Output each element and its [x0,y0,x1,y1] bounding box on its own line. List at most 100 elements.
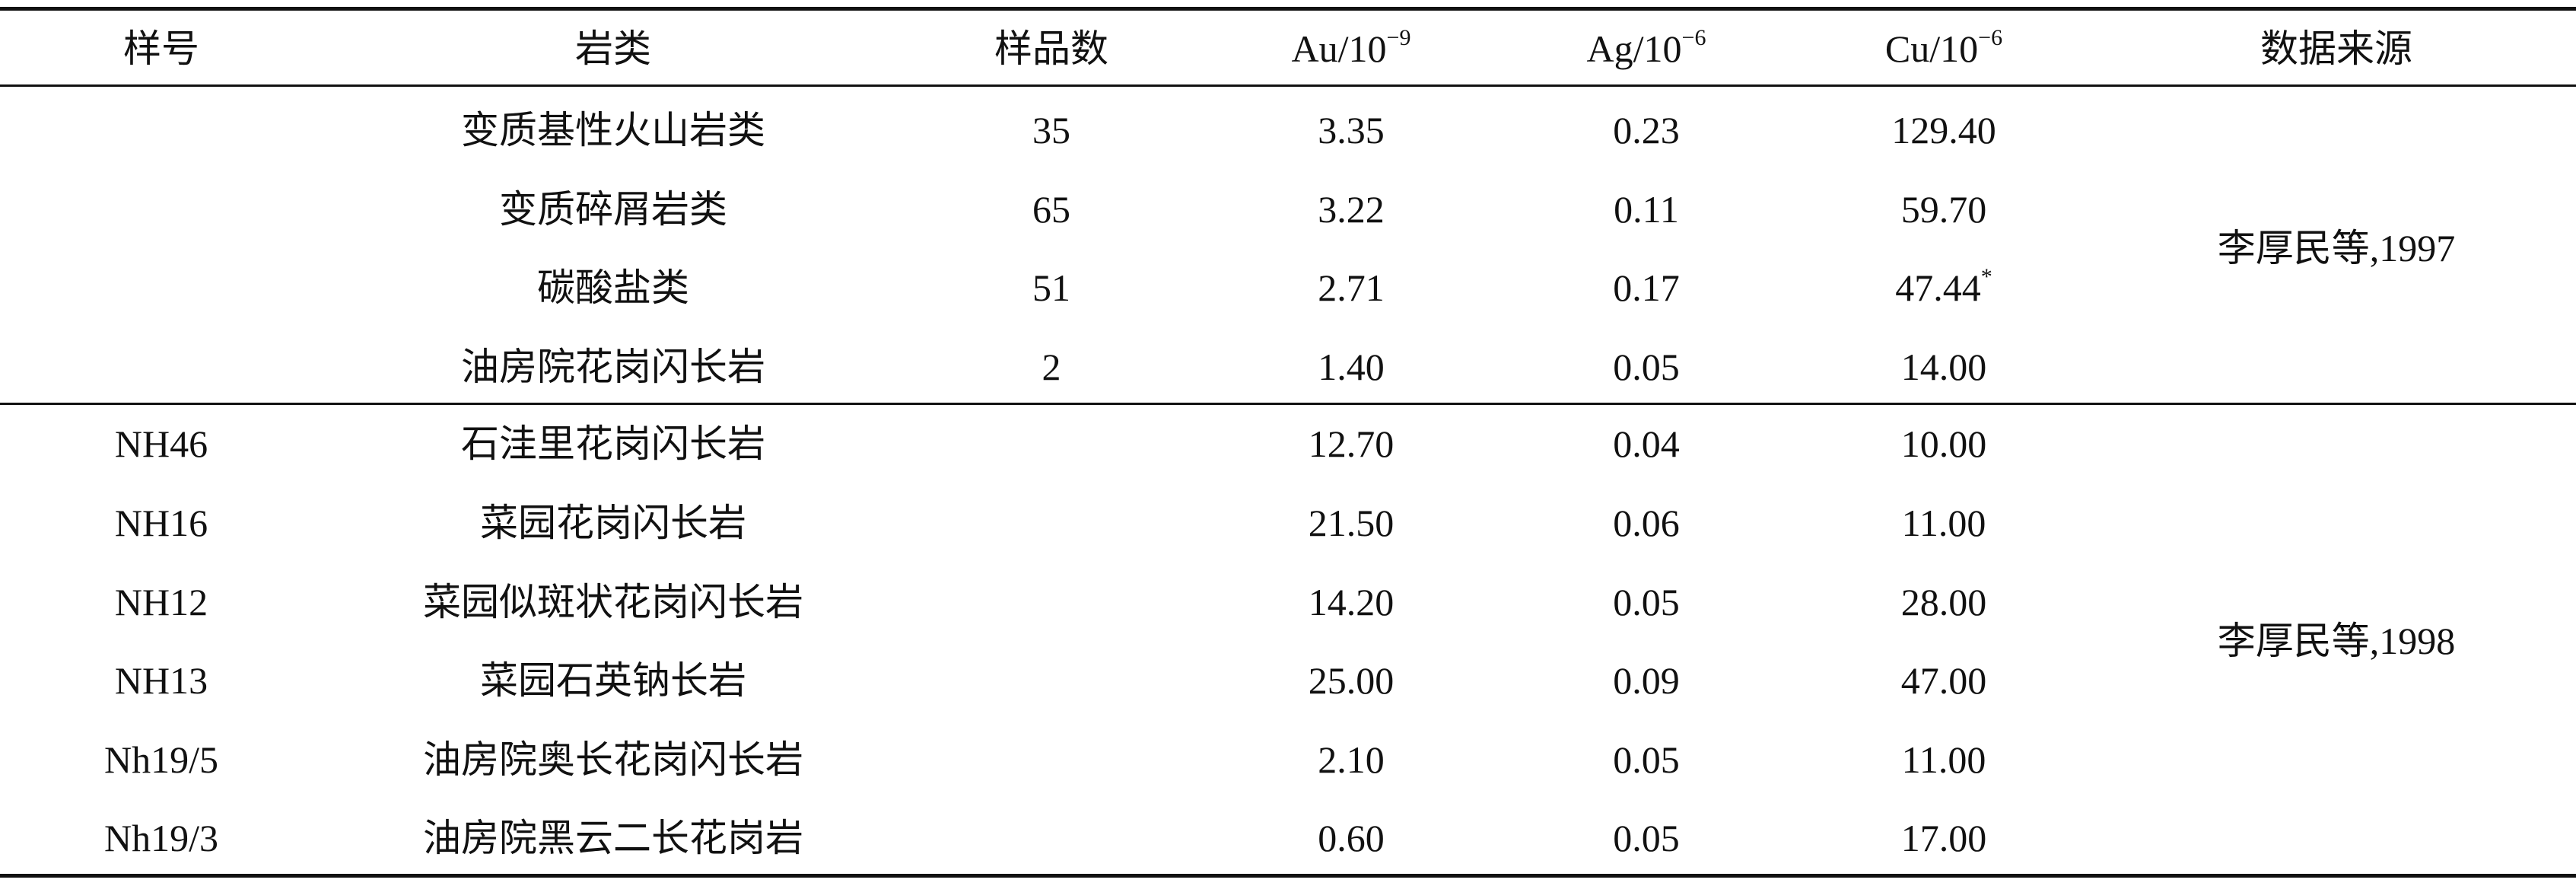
header-cell-sup: −6 [1681,25,1706,50]
cell-rock: 油房院花岗闪长岩 [461,348,765,386]
cell-cu-text: 129.40 [1891,109,1996,151]
cell-id-text: NH16 [114,502,208,544]
cell-rock-text: 变质基性火山岩类 [461,109,765,151]
cell-count: 35 [1032,111,1070,149]
cell-ag-text: 0.09 [1613,659,1680,703]
cell-cu-text: 17.00 [1900,817,1987,860]
cell-cu-text: 28.00 [1900,580,1987,623]
cell-rock-text: 菜园石英钠长岩 [480,659,746,703]
header-cell-text: 数据来源 [2260,27,2412,70]
cell-cu: 59.70 [1901,190,1987,228]
cell-ag-text: 0.11 [1614,187,1679,231]
cell-ag-text: 0.05 [1613,345,1680,388]
header-cell: Au/10−9 [1291,27,1411,70]
cell-au: 3.22 [1318,190,1385,228]
cell-cu: 47.00 [1901,661,1987,700]
cell-id: Nh19/5 [104,741,218,779]
cell-cu-text: 14.00 [1900,345,1987,388]
cell-rock-text: 油房院黑云二长花岗岩 [423,817,803,860]
cell-id: NH13 [115,661,208,700]
header-cell: Cu/10−6 [1884,27,2002,70]
cell-id-text: NH46 [114,422,208,466]
cell-au: 1.40 [1318,348,1385,386]
cell-cu-text: 47.44 [1895,266,1981,310]
cell-rock-text: 变质碎屑岩类 [499,187,727,231]
source-cell: 李厚民等,1997 [2218,229,2456,267]
cell-cu: 28.00 [1901,583,1987,621]
cell-au: 2.71 [1318,269,1385,307]
cell-id-text: Nh19/3 [104,817,218,860]
cell-au: 21.50 [1309,504,1395,542]
cell-rock: 石洼里花岗闪长岩 [461,425,765,463]
cell-cu-text: 47.00 [1900,659,1987,703]
cell-rock: 变质基性火山岩类 [461,111,765,149]
cell-ag-text: 0.05 [1613,738,1680,781]
header-cell-text: 样品数 [994,27,1108,70]
cell-rock-text: 石洼里花岗闪长岩 [461,422,765,466]
cell-ag-text: 0.23 [1613,109,1680,151]
header-cell-sup: −9 [1386,25,1411,50]
header-cell: 样品数 [994,30,1108,68]
cell-cu: 47.44* [1895,266,1992,310]
cell-cu-text: 59.70 [1900,187,1987,231]
source-cell-text: 李厚民等,1997 [2217,227,2456,270]
cell-count: 65 [1032,190,1070,228]
header-cell: 岩类 [575,30,651,68]
cell-ag: 0.23 [1613,111,1680,149]
cell-au: 12.70 [1309,425,1395,463]
cell-count-text: 65 [1032,187,1070,231]
cell-ag-text: 0.06 [1613,502,1680,544]
cell-rock: 油房院奥长花岗闪长岩 [423,741,803,779]
cell-id: Nh19/3 [104,819,218,857]
cell-au-text: 2.10 [1318,738,1385,781]
cell-id-text: NH12 [114,580,208,623]
cell-rock: 菜园花岗闪长岩 [480,504,746,542]
header-cell: Ag/10−6 [1586,27,1706,70]
cell-id-text: Nh19/5 [104,738,218,781]
cell-id-text: NH13 [114,659,208,703]
source-cell-text: 李厚民等,1998 [2217,620,2456,663]
cell-cu: 11.00 [1902,504,1986,542]
cell-rock-text: 油房院花岗闪长岩 [461,345,765,388]
cell-ag-text: 0.17 [1613,266,1680,310]
header-cell-sup: −6 [1978,25,2003,50]
header-cell-text: Cu/10 [1884,27,1979,70]
header-cell-text: Ag/10 [1586,27,1682,70]
header-cell-text: Au/10 [1291,27,1387,70]
cell-ag: 0.09 [1613,661,1680,700]
cell-count-text: 51 [1032,266,1070,310]
cell-id: NH12 [115,583,208,621]
cell-rock: 菜园似斑状花岗闪长岩 [423,583,803,621]
cell-ag: 0.05 [1613,819,1680,857]
cell-au-text: 21.50 [1308,502,1395,544]
cell-au-text: 0.60 [1318,817,1385,860]
cell-au-text: 14.20 [1308,580,1395,623]
top-rule [0,7,2576,11]
cell-cu: 14.00 [1901,348,1987,386]
header-cell-text: 样号 [123,27,199,70]
cell-id: NH16 [115,504,208,542]
cell-count-text: 35 [1032,109,1070,151]
header-cell: 数据来源 [2260,30,2412,68]
cell-rock: 菜园石英钠长岩 [480,661,746,700]
cell-rock: 变质碎屑岩类 [499,190,727,228]
cell-ag-text: 0.05 [1613,580,1680,623]
cell-au: 14.20 [1309,583,1395,621]
cell-ag: 0.04 [1613,425,1680,463]
cell-count: 51 [1032,269,1070,307]
cell-cu-text: 11.00 [1901,738,1986,781]
cell-rock-text: 菜园似斑状花岗闪长岩 [423,580,803,623]
cell-au-text: 1.40 [1318,345,1385,388]
cell-ag: 0.05 [1613,741,1680,779]
bottom-rule [0,874,2576,878]
cell-id: NH46 [115,425,208,463]
cell-au: 3.35 [1318,111,1385,149]
cell-rock-text: 菜园花岗闪长岩 [480,502,746,544]
source-cell: 李厚民等,1998 [2218,622,2456,660]
cell-cu-text: 10.00 [1900,422,1987,466]
cell-ag: 0.06 [1613,504,1680,542]
header-cell: 样号 [123,30,199,68]
cell-ag: 0.11 [1614,190,1679,228]
cell-ag: 0.17 [1613,269,1680,307]
